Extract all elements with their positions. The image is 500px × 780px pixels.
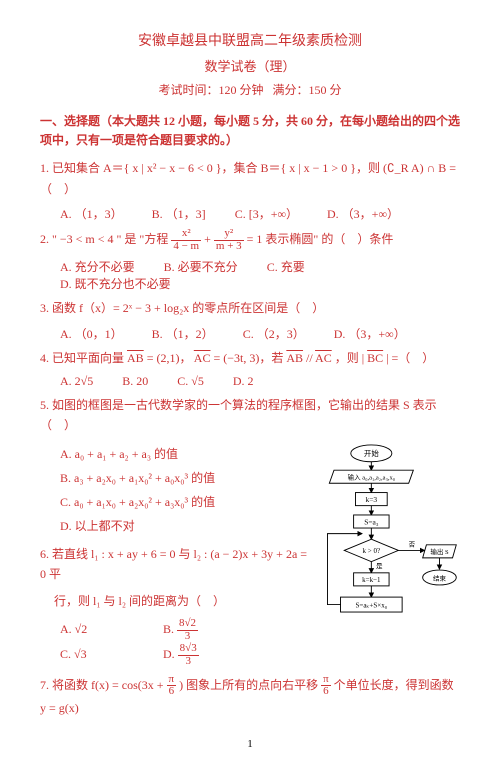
q2-opt-a: A. 充分不必要 [60,258,135,275]
q4-ab: AB [127,351,144,365]
q6-opt-c: C. √3 [60,642,160,666]
svg-text:S=aₖ+S×x₀: S=aₖ+S×x₀ [355,601,387,609]
q2-stem-a: 2. " −3 < m < 4 " 是 "方程 [40,232,171,246]
svg-text:S=a₃: S=a₃ [364,517,379,526]
svg-text:k=k−1: k=k−1 [362,576,381,584]
question-5: 5. 如图的框图是一古代数学家的一个算法的程序框图，它输出的结果 S 表示（ ） [40,395,460,436]
q5-opt-c: C. a₀ + a₁x₀ + a₂x₀² + a₃x₀³ 的值 [60,490,314,514]
q1-opt-c: C. [3，+∞） [235,205,298,222]
q7-f1d: 6 [167,686,177,698]
q6-b-num: 8√2 [177,618,198,631]
q4-bc: BC [367,351,383,365]
exam-time: 考试时间：120 分钟 [158,83,263,97]
q4-eq2: = (−3t, 3)，若 [213,351,286,365]
q4-opt-c: C. √5 [177,374,204,389]
q2-options: A. 充分不必要 B. 必要不充分 C. 充要 D. 既不充分也不必要 [60,258,460,292]
q2-frac2: y² m + 3 [214,228,244,252]
q6-options-row1: A. √2 B. 8√2 3 [60,617,314,642]
q5-options: A. a₀ + a₁ + a₂ + a₃ 的值 B. a₃ + a₂x₀ + a… [60,442,314,538]
q5-opt-a: A. a₀ + a₁ + a₂ + a₃ 的值 [60,442,314,466]
q4-ac2: AC [315,351,332,365]
q7-f2d: 6 [321,686,331,698]
q4-opt-d: D. 2 [233,374,254,389]
q6-opt-b-label: B. [163,622,174,636]
svg-text:是: 是 [376,562,383,570]
question-6b: 行，则 l₁ 与 l₂ 间的距离为（ ） [54,591,314,611]
q1-opt-d: D. （3，+∞） [327,205,399,222]
q3-opt-d: D. （3，+∞） [334,325,406,342]
svg-text:k=3: k=3 [365,495,377,504]
question-1: 1. 已知集合 A＝{ x | x² − x − 6 < 0 }，集合 B＝{ … [40,158,460,199]
q2-frac1-den: 4 − m [171,241,201,253]
q6-opt-d-frac: 8√3 3 [178,643,199,667]
q3-opt-b: B. （1，2） [152,325,214,342]
q6-opt-a: A. √2 [60,617,160,641]
q2-mid: + [204,232,214,246]
question-3: 3. 函数 f（x）= 2ˣ − 3 + log₂x 的零点所在区间是（ ） [40,298,460,318]
svg-text:输入 a₀,a₁,a₂,a₃,x₀: 输入 a₀,a₁,a₂,a₃,x₀ [348,472,395,481]
q3-options: A. （0，1） B. （1，2） C. （2，3） D. （3，+∞） [60,325,460,342]
q7-a: 7. 将函数 f(x) = cos(3x + [40,677,167,691]
q1-options: A. （1，3） B. （1，3] C. [3，+∞） D. （3，+∞） [60,205,460,222]
svg-text:开始: 开始 [364,448,379,458]
exam-info: 考试时间：120 分钟 满分：150 分 [40,81,460,98]
q5-opt-d: D. 以上都不对 [60,514,314,538]
q2-opt-c: C. 充要 [267,258,305,275]
question-4: 4. 已知平面向量 AB = (2,1)， AC = (−3t, 3)，若 AB… [40,348,460,368]
q1-opt-b: B. （1，3] [152,205,206,222]
q6-options-row2: C. √3 D. 8√3 3 [60,642,314,667]
q2-frac2-den: m + 3 [214,241,244,253]
question-6a: 6. 若直线 l₁ : x + ay + 6 = 0 与 l₂ : (a − 2… [40,544,314,585]
q2-stem-b: = 1 表示椭圆" 的（ ）条件 [247,232,394,246]
svg-text:k > 0?: k > 0? [363,547,381,555]
q6-opt-d-label: D. [163,647,175,661]
q5-opt-b: B. a₃ + a₂x₀ + a₁x₀² + a₀x₀³ 的值 [60,466,314,490]
q4-eq1: = (2,1)， [147,351,192,365]
q1-opt-a: A. （1，3） [60,205,123,222]
question-7: 7. 将函数 f(x) = cos(3x + π 6 ) 图象上所有的点向右平移… [40,674,460,718]
flowchart: 开始 输入 a₀,a₁,a₂,a₃,x₀ k=3 S=a₃ k > 0? 否 输… [320,442,460,657]
q3-opt-c: C. （2，3） [243,325,305,342]
q2-frac2-num: y² [214,228,244,241]
svg-text:否: 否 [409,541,416,549]
q4-opt-b: B. 20 [122,374,148,389]
svg-text:结束: 结束 [433,573,447,582]
svg-text:输出 S: 输出 S [430,547,449,556]
q2-frac1: x² 4 − m [171,228,201,252]
q6-b-den: 3 [177,631,198,643]
q2-frac1-num: x² [171,228,201,241]
q4-par: // [306,351,315,365]
q4-options: A. 2√5 B. 20 C. √5 D. 2 [60,374,460,389]
page-number: 1 [40,738,460,750]
question-2: 2. " −3 < m < 4 " 是 "方程 x² 4 − m + y² m … [40,228,460,252]
q2-opt-d: D. 既不充分也不必要 [60,275,171,292]
q4-opt-a: A. 2√5 [60,374,93,389]
q7-b: ) 图象上所有的点向右平移 [179,677,321,691]
q4-eq4: | =（ ） [386,351,434,365]
q4-eq3: ，则 | [335,351,364,365]
q7-frac2: π 6 [321,674,331,698]
section-heading: 一、选择题（本大题共 12 小题，每小题 5 分，共 60 分，在每小题给出的四… [40,112,460,150]
q3-opt-a: A. （0，1） [60,325,123,342]
q6-opt-b-frac: 8√2 3 [177,618,198,642]
q4-ab2: AB [286,351,303,365]
exam-fullscore: 满分：150 分 [273,83,342,97]
page-subtitle: 数学试卷（理） [40,56,460,75]
q4-ac: AC [194,351,211,365]
q7-frac1: π 6 [167,674,177,698]
page-title: 安徽卓越县中联盟高二年级素质检测 [40,30,460,50]
q6-d-den: 3 [178,656,199,668]
q2-opt-b: B. 必要不充分 [164,258,238,275]
q4-pre: 4. 已知平面向量 [40,351,127,365]
